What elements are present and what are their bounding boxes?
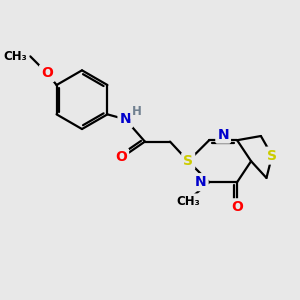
Text: O: O xyxy=(41,66,53,80)
Text: S: S xyxy=(267,148,277,163)
Text: N: N xyxy=(195,175,207,189)
Text: N: N xyxy=(119,112,131,126)
Text: S: S xyxy=(183,154,193,168)
Text: CH₃: CH₃ xyxy=(176,195,200,208)
Text: CH₃: CH₃ xyxy=(4,50,28,63)
Text: H: H xyxy=(132,105,142,118)
Text: O: O xyxy=(115,150,127,164)
Text: N: N xyxy=(217,128,229,142)
Text: O: O xyxy=(231,200,243,214)
